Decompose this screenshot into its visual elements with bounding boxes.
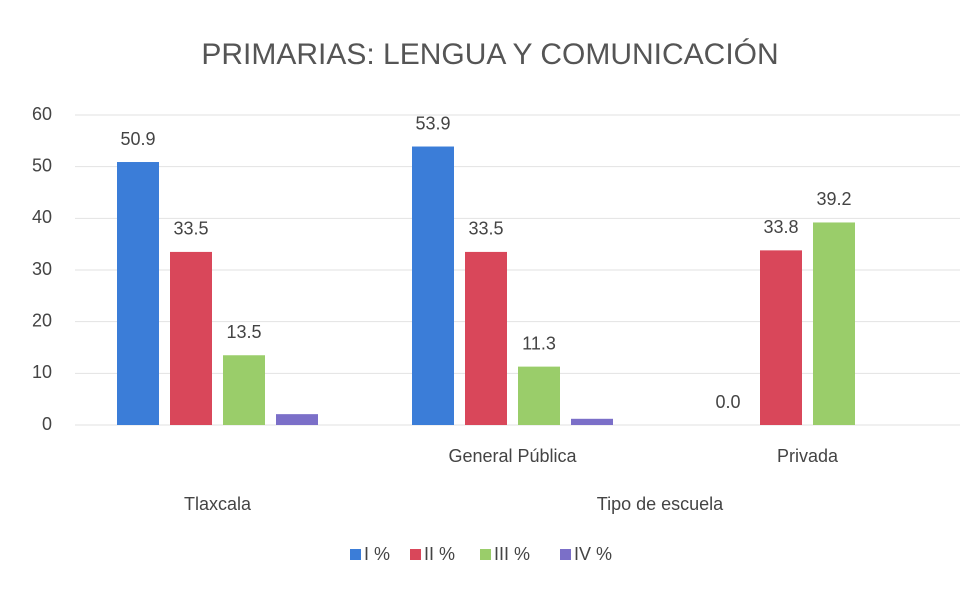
value-label: 0.0 [715,392,740,412]
y-tick-label: 50 [32,155,52,175]
y-tick-label: 20 [32,310,52,330]
legend-label: I % [364,544,390,564]
bar [760,250,802,425]
bar [276,414,318,425]
y-tick-label: 10 [32,362,52,382]
group-label: Tlaxcala [184,494,252,514]
value-label: 39.2 [816,189,851,209]
value-label: 50.9 [120,129,155,149]
y-tick-label: 40 [32,207,52,227]
bar [412,146,454,425]
bar [813,222,855,425]
legend-swatch [410,549,421,560]
value-label: 33.5 [173,219,208,239]
x-tick-label: General Pública [448,446,577,466]
x-tick-label: Privada [777,446,839,466]
y-tick-label: 60 [32,104,52,124]
y-tick-label: 30 [32,259,52,279]
value-label: 13.5 [226,322,261,342]
legend-label: II % [424,544,455,564]
legend-swatch [350,549,361,560]
bar [170,251,212,425]
value-label: 53.9 [415,113,450,133]
y-tick-label: 0 [42,414,52,434]
bar [465,251,507,425]
legend-label: III % [494,544,530,564]
value-label: 33.8 [763,217,798,237]
bar [571,418,613,425]
legend-swatch [560,549,571,560]
legend-swatch [480,549,491,560]
value-label: 11.3 [522,333,556,353]
bar [223,355,265,425]
bar [518,366,560,425]
chart-title: PRIMARIAS: LENGUA Y COMUNICACIÓN [201,38,778,71]
bar [117,162,159,425]
value-label: 33.5 [468,219,503,239]
group-label: Tipo de escuela [597,494,724,514]
legend-label: IV % [574,544,612,564]
